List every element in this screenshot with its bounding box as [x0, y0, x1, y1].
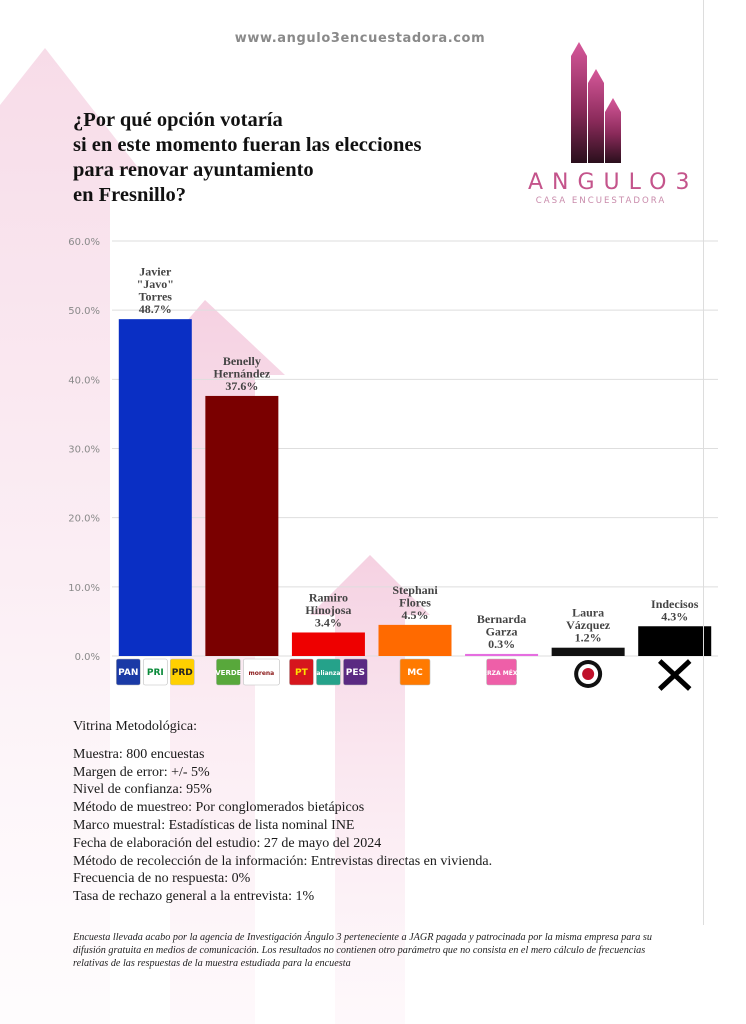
methodology-line: Nivel de confianza: 95% [73, 782, 212, 798]
data-label: 48.7% [139, 302, 172, 316]
category-label: Stephani [392, 583, 438, 597]
question-line: ¿Por qué opción votaría [73, 109, 283, 131]
methodology-section: Vitrina Metodológica: Muestra: 800 encue… [73, 718, 693, 906]
category-label: Hernández [214, 366, 271, 380]
logo-tagline: CASA ENCUESTADORA [535, 196, 667, 206]
y-tick-label: 50.0% [68, 306, 100, 317]
right-divider [703, 0, 704, 925]
methodology-line: Método de recolección de la información:… [73, 853, 493, 869]
bar [551, 647, 625, 656]
data-label: 1.2% [575, 631, 602, 645]
survey-question: ¿Por qué opción votaría si en este moment… [73, 108, 523, 208]
bar [465, 653, 539, 656]
data-label: 4.5% [402, 608, 429, 622]
category-label: Torres [139, 290, 173, 304]
bar [118, 319, 192, 656]
methodology-line: Fecha de elaboración del estudio: 27 de … [73, 835, 382, 851]
category-label: "Javo" [137, 277, 174, 291]
category-label: Javier [139, 265, 172, 279]
question-line: en Fresnillo? [73, 184, 186, 206]
party-logo-label: alianza [316, 670, 340, 677]
party-logo-label: FUERZA MÉXICO [474, 669, 529, 677]
category-label: Hinojosa [305, 603, 351, 617]
data-label: 0.3% [488, 637, 515, 651]
y-tick-label: 40.0% [68, 375, 100, 386]
candidate-logo-center [582, 668, 595, 680]
methodology-line: Muestra: 800 encuestas [73, 746, 205, 762]
party-logo [343, 658, 368, 686]
x-cross-icon [658, 659, 692, 691]
party-logo [316, 658, 341, 686]
party-logo-label: PES [346, 668, 365, 678]
party-logo [169, 658, 195, 686]
methodology-line: Tasa de rechazo general a la entrevista:… [73, 889, 315, 905]
angulo3-logo: ANGULO3 CASA ENCUESTADORA [524, 38, 699, 218]
methodology-line: Marco muestral: Estadísticas de lista no… [73, 817, 355, 833]
party-logo-label: MC [407, 668, 423, 678]
y-tick-label: 60.0% [68, 237, 100, 248]
party-logo [142, 658, 168, 686]
category-label: Indecisos [651, 597, 699, 611]
vote-intention-chart: 0.0% 10.0% 20.0% 30.0% 40.0% 50.0% 60.0% 48.7% J… [68, 237, 718, 691]
website-url: www.angulo3encuestadora.com [234, 31, 486, 46]
methodology-title: Vitrina Metodológica: [73, 719, 197, 734]
bar [205, 395, 279, 656]
party-logo [399, 658, 431, 686]
bar [378, 624, 452, 656]
category-label: Bernarda [477, 612, 526, 626]
category-label: Laura [572, 606, 604, 620]
category-label: Garza [486, 624, 518, 638]
question-line: si en este momento fueran las elecciones [73, 134, 422, 156]
category-label: Ramiro [309, 590, 348, 604]
party-logo [486, 658, 517, 686]
party-logo-label: PRI [147, 668, 164, 678]
party-logo [216, 658, 241, 686]
methodology-line: Margen de error: +/- 5% [73, 764, 210, 780]
data-label: 4.3% [661, 609, 688, 623]
category-label: Vázquez [566, 618, 611, 632]
category-label: Flores [399, 595, 431, 609]
data-label: 3.4% [315, 615, 342, 629]
methodology-line: Método de muestreo: Por conglomerados bi… [73, 800, 365, 816]
methodology-line: Frecuencia de no respuesta: 0% [73, 871, 251, 887]
y-tick-label: 20.0% [68, 514, 100, 525]
question-line: para renovar ayuntamiento [73, 159, 314, 181]
bar [291, 632, 365, 656]
logo-bars-icon [571, 42, 621, 163]
y-tick-label: 10.0% [68, 583, 100, 594]
party-logo [243, 658, 280, 686]
party-logo-label: morena [248, 670, 274, 677]
party-logo-label: PRD [172, 668, 193, 678]
category-label: Benelly [223, 354, 261, 368]
party-logo-label: VERDE [215, 669, 241, 677]
disclaimer-text: Encuesta llevada acabo por la agencia de… [73, 932, 652, 969]
bar [638, 626, 712, 656]
party-logo-label: PAN [118, 668, 138, 678]
y-tick-label: 30.0% [68, 445, 100, 456]
party-logo-label: PT [295, 668, 309, 678]
party-logo [115, 658, 141, 686]
party-logo [289, 658, 314, 686]
data-label: 37.6% [225, 379, 258, 393]
logo-wordmark: ANGULO3 [528, 170, 699, 195]
bg-arrow-large [0, 48, 140, 1024]
y-tick-label: 0.0% [75, 652, 100, 663]
